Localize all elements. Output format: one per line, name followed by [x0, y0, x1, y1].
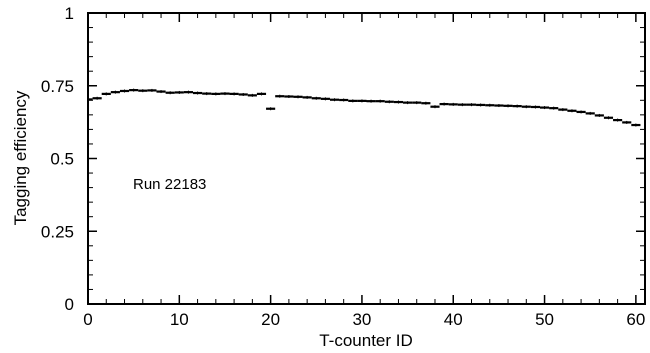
y-tick-label: 0: [65, 295, 74, 314]
data-point: [539, 106, 550, 110]
data-point: [503, 104, 513, 108]
data-point: [229, 92, 239, 96]
data-point: [129, 88, 139, 92]
data-point: [357, 99, 367, 103]
tick-labels: 0 10 20 30 40 50 60 0 0.25 0.5 0.75 1: [41, 4, 645, 329]
data-point: [320, 97, 330, 101]
axis-ticks: [87, 12, 645, 305]
data-point: [174, 90, 184, 94]
data-point: [119, 89, 130, 93]
data-point: [613, 118, 623, 122]
data-point: [266, 107, 276, 111]
data-point: [594, 113, 604, 117]
data-point: [202, 92, 212, 96]
data-point: [165, 91, 175, 95]
data-point: [183, 90, 194, 94]
data-point: [631, 123, 641, 127]
data-point: [466, 103, 477, 107]
data-point: [476, 103, 486, 107]
data-point: [92, 96, 102, 100]
data-point: [211, 92, 221, 96]
data-point: [558, 108, 568, 112]
data-point: [138, 89, 148, 93]
y-tick-label: 0.75: [41, 77, 74, 96]
data-point: [247, 93, 257, 97]
data-point: [302, 95, 312, 99]
data-point: [220, 92, 230, 96]
y-axis-title: Tagging efficiency: [11, 90, 30, 225]
data-point: [403, 101, 413, 105]
data-point: [421, 101, 431, 105]
data-point: [293, 95, 303, 99]
data-point: [193, 91, 203, 95]
data-point: [375, 99, 385, 103]
data-point: [238, 92, 248, 96]
data-point: [485, 103, 495, 107]
x-tick-label: 0: [83, 310, 92, 329]
data-point: [348, 99, 358, 103]
data-point: [439, 102, 449, 106]
data-point: [393, 100, 404, 104]
x-tick-label: 20: [261, 310, 280, 329]
data-point: [256, 92, 267, 96]
data-point: [156, 90, 166, 94]
data-point: [110, 90, 120, 94]
data-point: [576, 110, 586, 114]
data-markers: [87, 88, 641, 127]
plot-frame: [87, 12, 646, 305]
data-point: [622, 120, 632, 124]
run-annotation: Run 22183: [133, 176, 206, 193]
data-point: [101, 92, 111, 96]
data-point: [412, 101, 422, 105]
data-point: [284, 95, 294, 99]
data-point: [457, 103, 467, 107]
data-point: [603, 116, 614, 120]
data-point: [147, 88, 157, 92]
data-point: [311, 96, 321, 100]
data-point: [512, 104, 522, 108]
y-tick-label: 0.25: [41, 222, 74, 241]
x-tick-label: 50: [535, 310, 554, 329]
data-point: [521, 105, 531, 109]
data-point: [329, 98, 340, 102]
data-point: [339, 98, 349, 102]
data-point: [430, 105, 440, 109]
data-point: [384, 100, 394, 104]
data-point: [567, 109, 577, 113]
data-point: [585, 111, 595, 115]
data-point: [366, 99, 376, 103]
data-point: [87, 97, 93, 101]
x-tick-label: 10: [170, 310, 189, 329]
y-tick-label: 0.5: [50, 150, 74, 169]
x-tick-label: 30: [352, 310, 371, 329]
y-tick-label: 1: [65, 4, 74, 23]
data-point: [448, 102, 458, 106]
data-point: [530, 105, 540, 109]
x-tick-label: 40: [444, 310, 463, 329]
x-axis-title: T-counter ID: [319, 331, 413, 350]
x-tick-label: 60: [626, 310, 645, 329]
data-point: [549, 106, 559, 110]
data-point: [494, 104, 504, 108]
data-point: [275, 94, 285, 98]
